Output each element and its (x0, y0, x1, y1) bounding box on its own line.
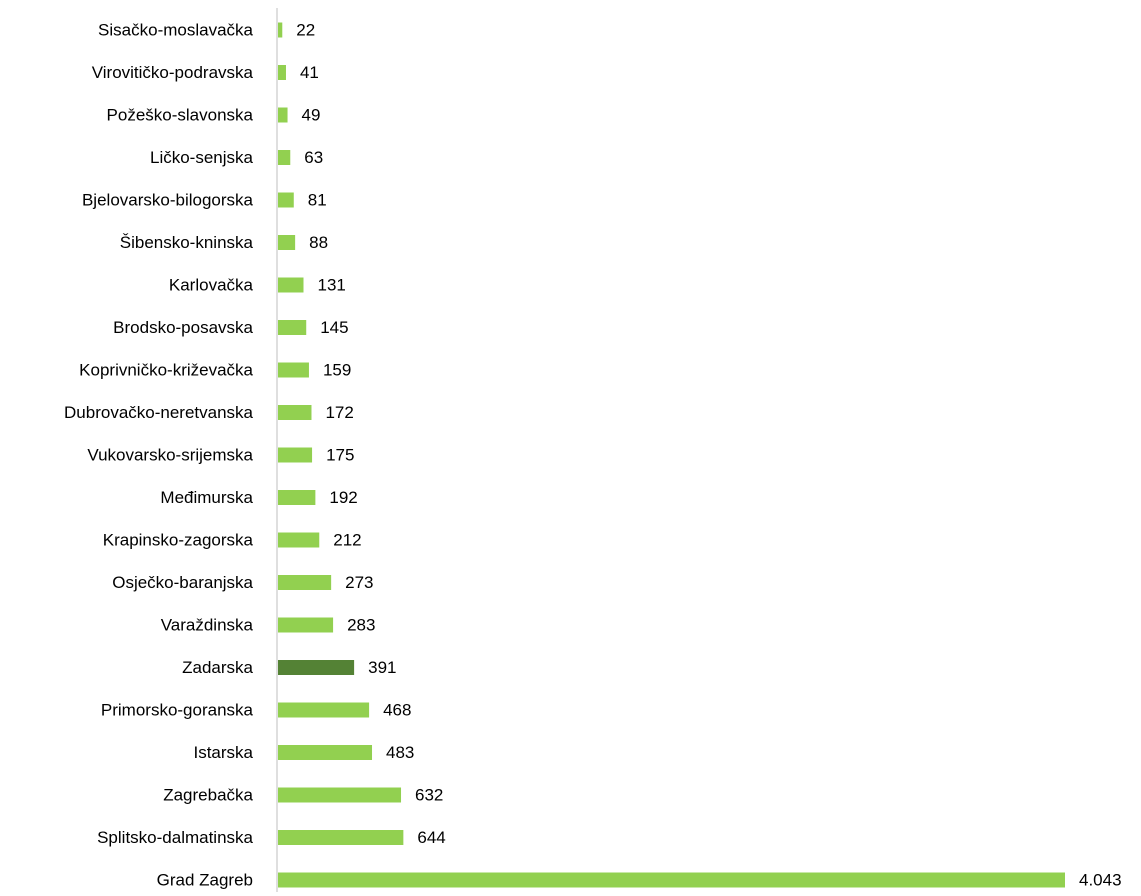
category-label: Osječko-baranjska (112, 573, 253, 592)
category-label: Međimurska (160, 488, 253, 507)
category-label: Šibensko-kninska (120, 233, 254, 252)
data-label: 483 (386, 743, 414, 762)
data-label: 175 (326, 445, 354, 464)
data-label: 22 (296, 20, 315, 39)
category-label: Zadarska (182, 658, 253, 677)
data-label: 273 (345, 573, 373, 592)
bar (278, 830, 404, 845)
category-label: Koprivničko-križevačka (79, 360, 253, 379)
data-label: 88 (309, 233, 328, 252)
bar (278, 745, 373, 760)
data-label: 145 (320, 318, 348, 337)
category-label: Bjelovarsko-bilogorska (82, 190, 254, 209)
bar (278, 617, 334, 633)
category-label: Ličko-senjska (150, 148, 254, 167)
bar (278, 22, 283, 38)
data-label: 49 (302, 105, 321, 124)
data-label: 468 (383, 700, 411, 719)
bar (278, 235, 296, 250)
category-label: Istarska (193, 743, 253, 762)
category-label: Brodsko-posavska (113, 318, 253, 337)
bar (278, 192, 294, 208)
bar (278, 150, 291, 165)
bar (278, 362, 309, 378)
data-label: 212 (333, 530, 361, 549)
category-label: Varaždinska (161, 615, 254, 634)
data-label: 644 (417, 828, 445, 847)
bar (278, 660, 355, 675)
data-label: 632 (415, 785, 443, 804)
bar (278, 65, 286, 80)
category-label: Krapinsko-zagorska (103, 530, 254, 549)
bar (278, 107, 288, 123)
data-label: 159 (323, 360, 351, 379)
data-label: 63 (304, 148, 323, 167)
category-label: Splitsko-dalmatinska (97, 828, 253, 847)
bar (278, 787, 402, 803)
category-label: Karlovačka (169, 275, 254, 294)
category-label: Grad Zagreb (157, 870, 253, 889)
bar (278, 277, 304, 293)
data-label: 81 (308, 190, 327, 209)
category-label: Požeško-slavonska (107, 105, 254, 124)
data-label: 192 (329, 488, 357, 507)
bar (278, 532, 320, 548)
bar (278, 575, 332, 590)
category-label: Dubrovačko-neretvanska (64, 403, 254, 422)
data-label: 283 (347, 615, 375, 634)
category-label: Virovitičko-podravska (92, 63, 254, 82)
data-label: 172 (325, 403, 353, 422)
bar (278, 872, 1065, 888)
category-label: Primorsko-goranska (101, 700, 254, 719)
category-label: Vukovarsko-srijemska (87, 445, 253, 464)
data-label: 131 (318, 275, 346, 294)
category-label: Zagrebačka (163, 785, 253, 804)
data-label: 391 (368, 658, 396, 677)
category-label: Sisačko-moslavačka (98, 20, 253, 39)
bar (278, 320, 307, 335)
bar (278, 405, 312, 420)
bar (278, 447, 313, 463)
data-label: 41 (300, 63, 319, 82)
data-label: 4.043 (1079, 870, 1122, 889)
bar (278, 490, 316, 505)
bar (278, 702, 370, 718)
